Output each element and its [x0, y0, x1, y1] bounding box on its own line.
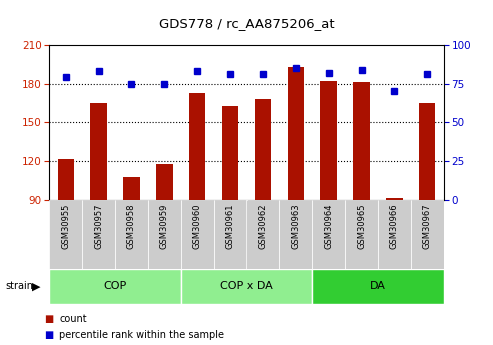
Bar: [280, 200, 312, 269]
Text: GSM30967: GSM30967: [423, 204, 432, 249]
Text: GSM30964: GSM30964: [324, 204, 333, 249]
Bar: [353, 82, 370, 200]
Text: ■: ■: [44, 330, 54, 340]
Bar: [181, 269, 312, 304]
Text: GSM30965: GSM30965: [357, 204, 366, 249]
Text: GSM30958: GSM30958: [127, 204, 136, 249]
Text: GDS778 / rc_AA875206_at: GDS778 / rc_AA875206_at: [159, 17, 334, 30]
Text: GSM30960: GSM30960: [193, 204, 202, 249]
Text: GSM30963: GSM30963: [291, 204, 300, 249]
Bar: [287, 67, 304, 200]
Text: GSM30957: GSM30957: [94, 204, 103, 249]
Text: GSM30962: GSM30962: [258, 204, 267, 249]
Bar: [82, 200, 115, 269]
Text: COP x DA: COP x DA: [220, 282, 273, 291]
Bar: [378, 200, 411, 269]
Text: COP: COP: [104, 282, 127, 291]
Bar: [320, 81, 337, 200]
Text: DA: DA: [370, 282, 386, 291]
Bar: [419, 103, 435, 200]
Text: ■: ■: [44, 314, 54, 324]
Text: GSM30959: GSM30959: [160, 204, 169, 249]
Bar: [49, 269, 181, 304]
Text: percentile rank within the sample: percentile rank within the sample: [59, 330, 224, 340]
Bar: [189, 93, 206, 200]
Bar: [411, 200, 444, 269]
Text: GSM30961: GSM30961: [226, 204, 235, 249]
Bar: [386, 197, 403, 200]
Bar: [148, 200, 181, 269]
Bar: [90, 103, 107, 200]
Bar: [49, 200, 82, 269]
Text: GSM30966: GSM30966: [390, 204, 399, 249]
Bar: [156, 164, 173, 200]
Text: strain: strain: [5, 282, 33, 291]
Bar: [181, 200, 213, 269]
Text: ▶: ▶: [32, 282, 40, 291]
Bar: [115, 200, 148, 269]
Bar: [246, 200, 280, 269]
Bar: [222, 106, 238, 200]
Bar: [213, 200, 246, 269]
Bar: [58, 159, 74, 200]
Bar: [312, 269, 444, 304]
Bar: [123, 177, 140, 200]
Bar: [345, 200, 378, 269]
Text: GSM30955: GSM30955: [61, 204, 70, 249]
Bar: [312, 200, 345, 269]
Text: count: count: [59, 314, 87, 324]
Bar: [255, 99, 271, 200]
